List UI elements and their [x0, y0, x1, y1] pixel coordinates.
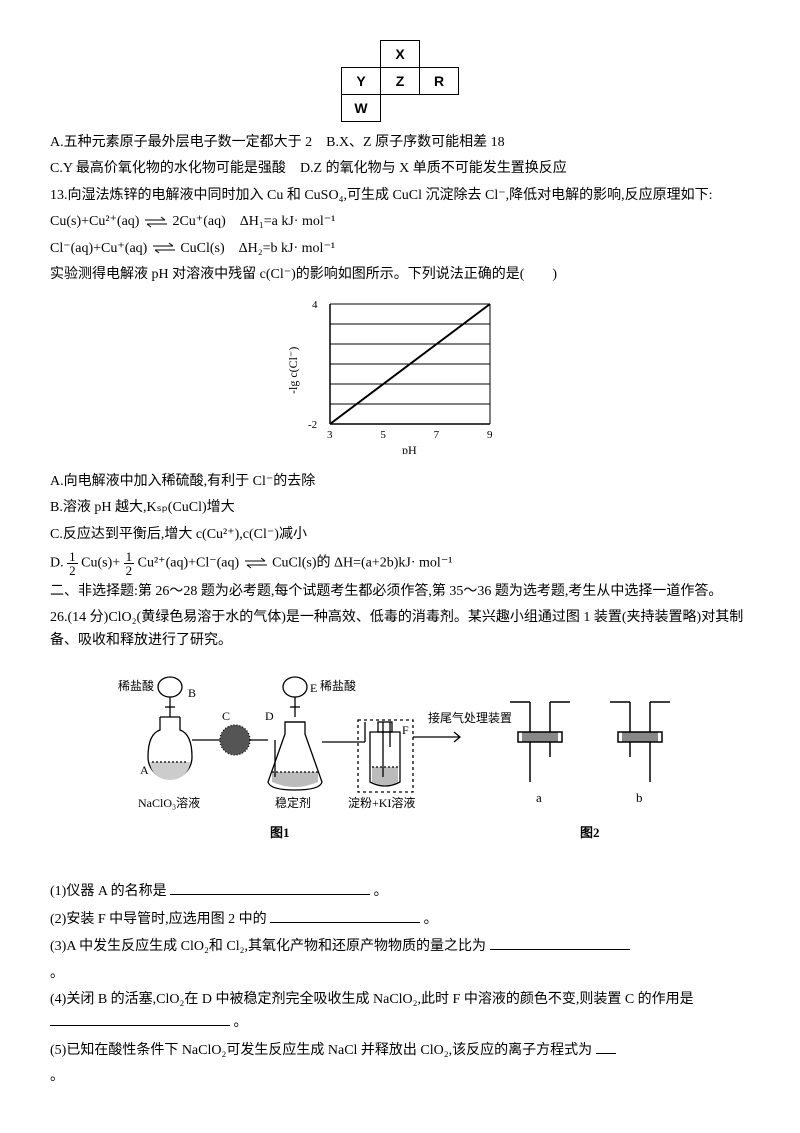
q26-2: (2)安装 F 中导管时,应选用图 2 中的 。 — [50, 908, 750, 931]
svg-text:4: 4 — [312, 299, 318, 311]
svg-text:5: 5 — [380, 429, 386, 441]
label-starch: 淀粉+KI溶液 — [348, 795, 415, 810]
eq2-right: CuCl(s) — [180, 241, 224, 256]
ph-graph: 3 5 7 9 4 -2 pH -lg c(Cl⁻) — [50, 294, 750, 462]
periodic-table: X Y Z R W — [341, 40, 459, 122]
eq1-dh: ΔH₁=a kJ· mol⁻¹ — [240, 214, 336, 229]
q26-1: (1)仪器 A 的名称是 。 — [50, 880, 750, 903]
q13-intro: 13.向湿法炼锌的电解液中同时加入 Cu 和 CuSO₄,可生成 CuCl 沉淀… — [50, 185, 750, 207]
blank-field[interactable] — [170, 880, 370, 895]
q26-5: (5)已知在酸性条件下 NaClO₂可发生反应生成 NaCl 并释放出 ClO₂… — [50, 1039, 750, 1062]
equilibrium-arrow-icon — [243, 557, 269, 569]
label-c: C — [222, 709, 230, 723]
q12-c-text: C.Y 最高价氧化物的水化物可能是强酸 — [50, 161, 286, 176]
blank-field[interactable] — [596, 1039, 616, 1054]
q13-d: D. 12 Cu(s)+ 12 Cu²⁺(aq)+Cl⁻(aq) CuCl(s)… — [50, 550, 750, 577]
q12-option-c: C.Y 最高价氧化物的水化物可能是强酸 D.Z 的氧化物与 X 单质不可能发生置… — [50, 158, 750, 180]
label-b: B — [188, 686, 196, 700]
punct: 。 — [424, 912, 438, 927]
blank-field[interactable] — [490, 935, 630, 950]
q13-c: C.反应达到平衡后,增大 c(Cu²⁺),c(Cl⁻)减小 — [50, 524, 750, 546]
eq2-left: Cl⁻(aq)+Cu⁺(aq) — [50, 241, 147, 256]
fig1-label: 图1 — [270, 825, 290, 840]
d-right: CuCl(s)的 ΔH=(a+2b)kJ· mol⁻¹ — [272, 556, 452, 571]
label-stabilizer: 稳定剂 — [275, 795, 311, 810]
q12-a-text: A.五种元素原子最外层电子数一定都大于 2 — [50, 135, 312, 150]
eq1-right: 2Cu⁺(aq) — [172, 214, 225, 229]
q13-eq2: Cl⁻(aq)+Cu⁺(aq) CuCl(s) ΔH₂=b kJ· mol⁻¹ — [50, 238, 750, 260]
equilibrium-arrow-icon — [143, 216, 169, 228]
d-mid1: Cu(s)+ — [81, 556, 120, 571]
graph-svg: 3 5 7 9 4 -2 pH -lg c(Cl⁻) — [285, 294, 515, 454]
q13-b: B.溶液 pH 越大,Kₛₚ(CuCl)增大 — [50, 497, 750, 519]
svg-text:-lg c(Cl⁻): -lg c(Cl⁻) — [286, 347, 300, 394]
cell-r: R — [420, 68, 459, 95]
apparatus-svg: B A 稀盐酸 NaClO₃溶液 C E — [100, 662, 700, 862]
blank-field[interactable] — [50, 1011, 230, 1026]
cell-y: Y — [342, 68, 381, 95]
d-mid2: Cu²⁺(aq)+Cl⁻(aq) — [138, 556, 240, 571]
label-a-opt: a — [536, 790, 542, 805]
punct: 。 — [234, 1015, 248, 1030]
svg-text:-2: -2 — [308, 419, 317, 431]
label-tailgas: 接尾气处理装置 — [428, 710, 512, 725]
label-e: E — [310, 681, 317, 695]
svg-text:9: 9 — [487, 429, 493, 441]
label-f: F — [402, 723, 409, 737]
q26-3-end: 。 — [50, 963, 750, 985]
fraction-half-icon: 12 — [67, 550, 78, 577]
q26-intro: 26.(14 分)ClO₂(黄绿色易溶于水的气体)是一种高效、低毒的消毒剂。某兴… — [50, 607, 750, 652]
label-hcl2: 稀盐酸 — [320, 678, 356, 693]
q13-a: A.向电解液中加入稀硫酸,有利于 Cl⁻的去除 — [50, 471, 750, 493]
q26-2-text: (2)安装 F 中导管时,应选用图 2 中的 — [50, 912, 267, 927]
q13-eq1: Cu(s)+Cu²⁺(aq) 2Cu⁺(aq) ΔH₁=a kJ· mol⁻¹ — [50, 211, 750, 233]
cell-x: X — [381, 41, 420, 68]
label-naclo3: NaClO₃溶液 — [138, 795, 200, 810]
svg-text:7: 7 — [434, 429, 440, 441]
label-hcl1: 稀盐酸 — [118, 678, 154, 693]
eq2-dh: ΔH₂=b kJ· mol⁻¹ — [239, 241, 335, 256]
label-d: D — [265, 709, 274, 723]
fig2-label: 图2 — [580, 825, 600, 840]
q26-3: (3)A 中发生反应生成 ClO₂和 Cl₂,其氧化产物和还原产物物质的量之比为 — [50, 935, 750, 958]
cell-z: Z — [381, 68, 420, 95]
label-a: A — [140, 763, 149, 777]
cell-w: W — [342, 95, 381, 122]
q26-5-end: 。 — [50, 1066, 750, 1088]
label-b-opt: b — [636, 790, 643, 805]
q13-note: 实验测得电解液 pH 对溶液中残留 c(Cl⁻)的影响如图所示。下列说法正确的是… — [50, 264, 750, 286]
fraction-half-icon: 12 — [124, 550, 135, 577]
apparatus-diagram: B A 稀盐酸 NaClO₃溶液 C E — [50, 662, 750, 870]
q26-1-text: (1)仪器 A 的名称是 — [50, 884, 167, 899]
q12-option-a: A.五种元素原子最外层电子数一定都大于 2 B.X、Z 原子序数可能相差 18 — [50, 132, 750, 154]
q26-4-text: (4)关闭 B 的活塞,ClO₂在 D 中被稳定剂完全吸收生成 NaClO₂,此… — [50, 992, 694, 1007]
section2-heading: 二、非选择题:第 26～28 题为必考题,每个试题考生都必须作答,第 35～36… — [50, 581, 750, 603]
equilibrium-arrow-icon — [151, 242, 177, 254]
q26-3-text: (3)A 中发生反应生成 ClO₂和 Cl₂,其氧化产物和还原产物物质的量之比为 — [50, 939, 486, 954]
eq1-left: Cu(s)+Cu²⁺(aq) — [50, 214, 139, 229]
q26-4: (4)关闭 B 的活塞,ClO₂在 D 中被稳定剂完全吸收生成 NaClO₂,此… — [50, 989, 750, 1035]
punct: 。 — [374, 884, 388, 899]
svg-text:3: 3 — [327, 429, 333, 441]
blank-field[interactable] — [270, 908, 420, 923]
d-prefix: D. — [50, 556, 64, 571]
q12-d-text: D.Z 的氧化物与 X 单质不可能发生置换反应 — [300, 161, 567, 176]
svg-text:pH: pH — [402, 443, 417, 454]
q12-b-text: B.X、Z 原子序数可能相差 18 — [326, 135, 505, 150]
q26-5-text: (5)已知在酸性条件下 NaClO₂可发生反应生成 NaCl 并释放出 ClO₂… — [50, 1043, 592, 1058]
